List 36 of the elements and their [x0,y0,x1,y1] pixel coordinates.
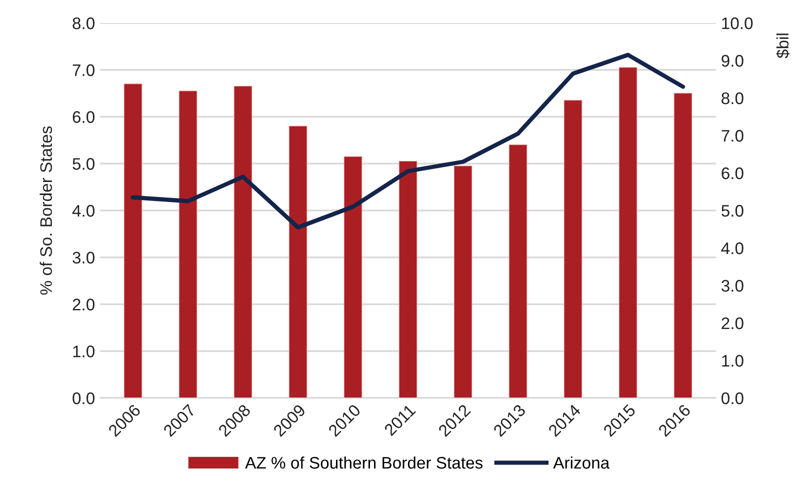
y2-tick-label: 3.0 [721,280,744,292]
y2-tick-label: 2.0 [722,317,744,330]
y2-tick-label: 6.0 [722,167,744,180]
y-tick-label: 5.0 [72,158,94,170]
y2-tick-label: 0.0 [722,392,744,404]
legend-label: AZ % of Southern Border States [245,456,483,469]
bar [344,156,362,398]
y-tick-label: 0.0 [72,392,94,404]
y2-tick-label: 5.0 [722,204,744,217]
bar [398,161,418,398]
y2-tick-label: 10.0 [722,17,753,30]
y2-tick-label: 1.0 [722,354,744,367]
bar [674,93,692,398]
y-tick-label: 4.0 [72,204,94,217]
bar [564,100,582,398]
bar [178,90,198,398]
y-tick-label: 2.0 [72,298,94,310]
bar [234,86,252,398]
y-axis-title: % of So. Border States [40,126,52,295]
y2-tick-label: 4.0 [721,242,744,254]
y2-tick-label: 9.0 [722,54,744,67]
y2-tick-label: 8.0 [722,92,744,104]
line-series [130,52,686,230]
y-tick-label: 8.0 [72,17,94,30]
y-tick-label: 6.0 [72,111,94,123]
bar [124,84,142,398]
bar [508,144,528,398]
legend-label: Arizona [553,456,610,469]
y-tick-label: 1.0 [73,346,94,358]
y-tick-label: 3.0 [72,252,94,264]
y2-tick-label: 7.0 [722,130,744,142]
bar [618,67,638,398]
bar [454,166,472,398]
y2-axis-title: $bil [776,34,790,58]
bar [288,126,308,398]
y-tick-label: 7.0 [72,64,94,76]
